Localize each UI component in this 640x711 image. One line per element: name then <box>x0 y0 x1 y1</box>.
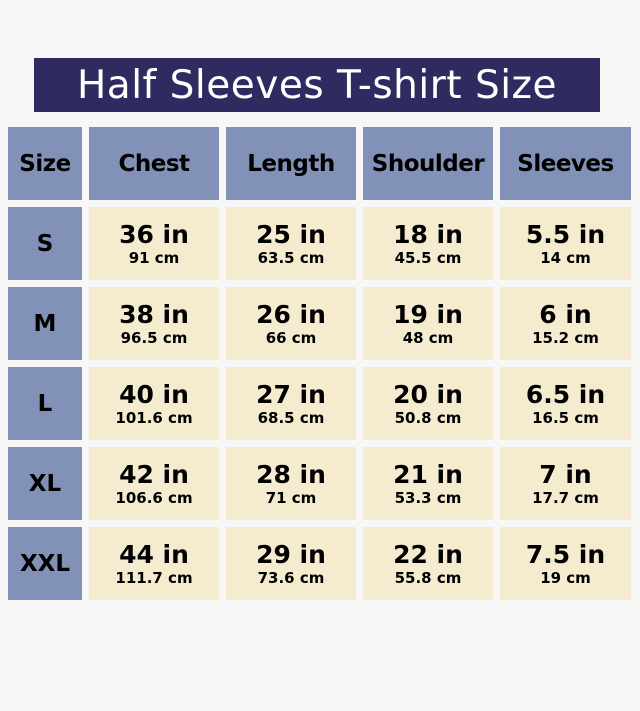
size-table: Size Chest Length Shoulder Sleeves S 36 in 91 c… <box>8 127 631 600</box>
table-cell: 25 in 63.5 cm <box>226 207 356 280</box>
table-cell: 42 in 106.6 cm <box>89 447 219 520</box>
cm-value: 66 cm <box>265 328 317 347</box>
cm-value: 106.6 cm <box>115 488 193 507</box>
inch-value: 25 in <box>256 219 326 249</box>
column-header-chest: Chest <box>89 127 219 200</box>
size-label: L <box>8 367 82 440</box>
table-cell: 20 in 50.8 cm <box>363 367 493 440</box>
cm-value: 48 cm <box>402 328 454 347</box>
cm-value: 91 cm <box>128 248 180 267</box>
inch-value: 5.5 in <box>525 219 606 249</box>
cm-value: 111.7 cm <box>115 568 193 587</box>
cm-value: 53.3 cm <box>394 488 462 507</box>
cm-value: 45.5 cm <box>394 248 462 267</box>
table-cell: 6.5 in 16.5 cm <box>500 367 631 440</box>
inch-value: 6.5 in <box>525 379 606 409</box>
inch-value: 7.5 in <box>525 539 606 569</box>
cm-value: 17.7 cm <box>532 488 599 507</box>
table-cell: 7.5 in 19 cm <box>500 527 631 600</box>
cm-value: 15.2 cm <box>532 328 599 347</box>
inch-value: 7 in <box>539 459 592 489</box>
cm-value: 50.8 cm <box>394 408 462 427</box>
inch-value: 22 in <box>393 539 463 569</box>
table-cell: 44 in 111.7 cm <box>89 527 219 600</box>
table-cell: 19 in 48 cm <box>363 287 493 360</box>
column-header-shoulder: Shoulder <box>363 127 493 200</box>
table-cell: 18 in 45.5 cm <box>363 207 493 280</box>
inch-value: 6 in <box>539 299 592 329</box>
inch-value: 42 in <box>119 459 189 489</box>
inch-value: 27 in <box>256 379 326 409</box>
table-cell: 21 in 53.3 cm <box>363 447 493 520</box>
inch-value: 19 in <box>393 299 463 329</box>
cm-value: 101.6 cm <box>115 408 193 427</box>
inch-value: 38 in <box>119 299 189 329</box>
inch-value: 18 in <box>393 219 463 249</box>
table-cell: 38 in 96.5 cm <box>89 287 219 360</box>
size-label: S <box>8 207 82 280</box>
table-cell: 36 in 91 cm <box>89 207 219 280</box>
cm-value: 68.5 cm <box>257 408 325 427</box>
inch-value: 20 in <box>393 379 463 409</box>
table-cell: 22 in 55.8 cm <box>363 527 493 600</box>
page-title: Half Sleeves T-shirt Size <box>34 58 600 112</box>
column-header-length: Length <box>226 127 356 200</box>
cm-value: 14 cm <box>540 248 591 267</box>
cm-value: 73.6 cm <box>257 568 325 587</box>
cm-value: 96.5 cm <box>120 328 188 347</box>
cm-value: 55.8 cm <box>394 568 462 587</box>
size-label: XXL <box>8 527 82 600</box>
size-label: XL <box>8 447 82 520</box>
inch-value: 36 in <box>119 219 189 249</box>
inch-value: 40 in <box>119 379 189 409</box>
table-cell: 5.5 in 14 cm <box>500 207 631 280</box>
table-cell: 29 in 73.6 cm <box>226 527 356 600</box>
table-cell: 7 in 17.7 cm <box>500 447 631 520</box>
column-header-sleeves: Sleeves <box>500 127 631 200</box>
inch-value: 26 in <box>256 299 326 329</box>
cm-value: 63.5 cm <box>257 248 325 267</box>
table-cell: 26 in 66 cm <box>226 287 356 360</box>
table-cell: 27 in 68.5 cm <box>226 367 356 440</box>
inch-value: 21 in <box>393 459 463 489</box>
table-cell: 28 in 71 cm <box>226 447 356 520</box>
cm-value: 71 cm <box>265 488 317 507</box>
size-label: M <box>8 287 82 360</box>
table-cell: 40 in 101.6 cm <box>89 367 219 440</box>
table-cell: 6 in 15.2 cm <box>500 287 631 360</box>
inch-value: 44 in <box>119 539 189 569</box>
inch-value: 29 in <box>256 539 326 569</box>
inch-value: 28 in <box>256 459 326 489</box>
cm-value: 16.5 cm <box>532 408 599 427</box>
cm-value: 19 cm <box>540 568 591 587</box>
column-header-size: Size <box>8 127 82 200</box>
